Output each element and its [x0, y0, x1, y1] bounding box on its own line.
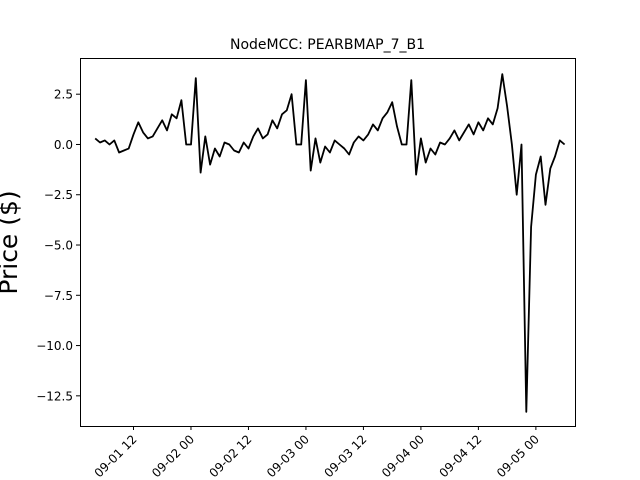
y-axis-ticks: 2.5 0.0 −2.5 −5.0 −7.5 −10.0 −12.5 [36, 88, 80, 403]
x-tick-label: 09-03 00 [264, 432, 312, 480]
y-tick-label: −12.5 [36, 389, 73, 403]
y-tick-label: −7.5 [44, 289, 73, 303]
y-tick-label: 2.5 [54, 88, 73, 102]
y-tick-label: 0.0 [54, 138, 73, 152]
y-tick-label: −5.0 [44, 239, 73, 253]
chart-title: NodeMCC: PEARBMAP_7_B1 [230, 37, 425, 53]
y-axis-label: Price ($) [0, 190, 23, 294]
x-tick-label: 09-01 12 [92, 432, 140, 480]
x-tick-label: 09-03 12 [321, 432, 369, 480]
x-axis-ticks: 09-01 12 09-02 00 09-02 12 09-03 00 09-03 12… [92, 426, 542, 480]
y-tick-label: −2.5 [44, 188, 73, 202]
x-tick-label: 09-02 00 [149, 432, 197, 480]
x-tick-label: 09-05 00 [494, 432, 542, 480]
series-layer [94, 73, 566, 413]
price-series-line [94, 73, 566, 413]
x-tick-label: 09-04 12 [436, 432, 484, 480]
plot-frame [80, 58, 576, 427]
x-tick-label: 09-04 00 [379, 432, 427, 480]
x-tick-label: 09-02 12 [207, 432, 255, 480]
y-tick-label: −10.0 [36, 339, 73, 353]
